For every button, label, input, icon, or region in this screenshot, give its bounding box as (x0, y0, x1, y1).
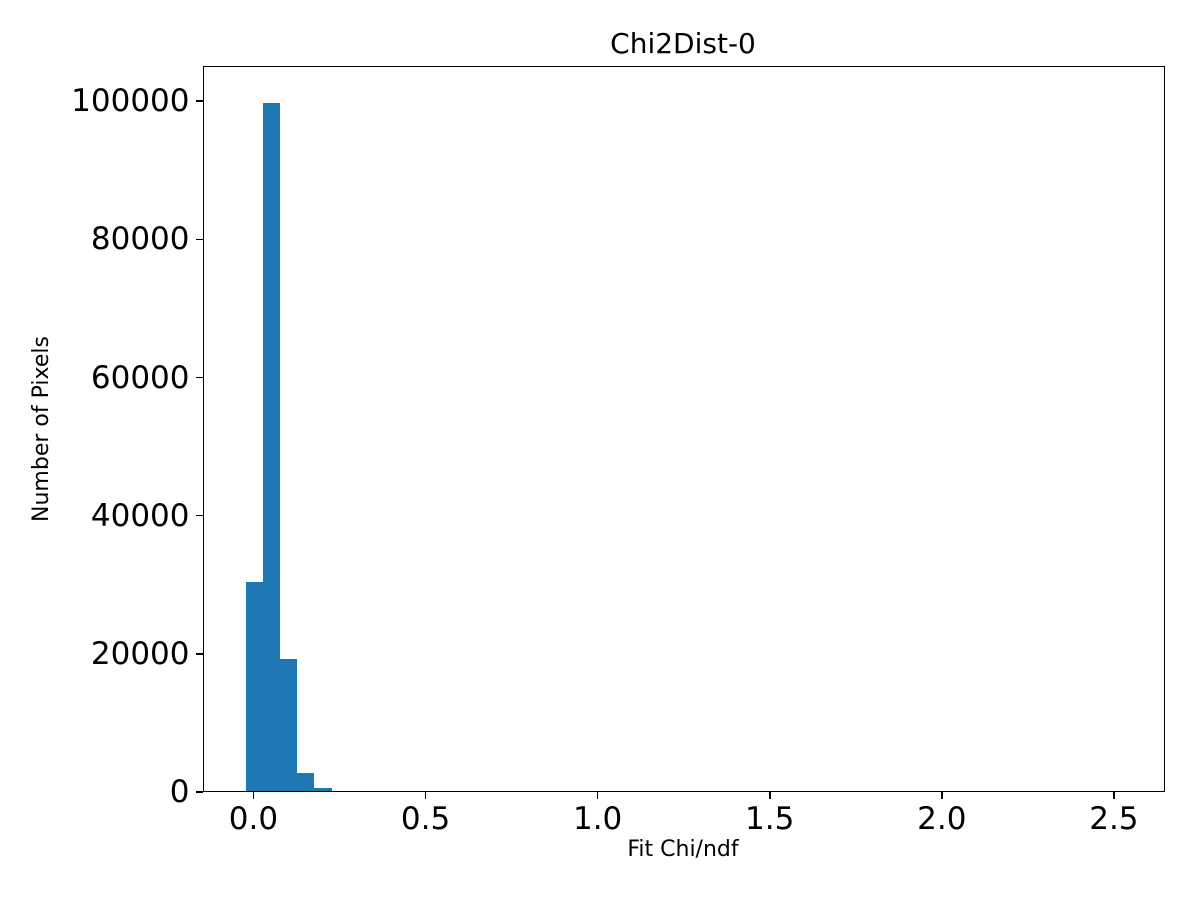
plot-area (203, 66, 1165, 792)
chart-title: Chi2Dist-0 (610, 27, 756, 60)
y-tick-mark (195, 100, 203, 103)
histogram-bar (348, 790, 366, 792)
x-axis-label: Fit Chi/ndf (627, 837, 739, 862)
x-tick-mark (252, 792, 255, 799)
y-tick-label: 60000 (90, 359, 190, 396)
x-tick-mark (1113, 792, 1115, 799)
y-tick-mark (195, 791, 203, 793)
y-tick-label: 40000 (90, 497, 190, 534)
histogram-bar (262, 103, 280, 792)
histogram-bar (297, 772, 315, 792)
y-tick-mark (195, 238, 203, 241)
histogram-bar (245, 582, 263, 792)
y-tick-label: 0 (169, 774, 190, 810)
x-tick-label: 0.5 (400, 801, 451, 837)
x-tick-mark (768, 792, 771, 799)
y-tick-label: 100000 (71, 83, 190, 120)
x-tick-label: 0.0 (228, 801, 279, 837)
y-tick-label: 20000 (90, 635, 190, 672)
histogram-bar (279, 659, 298, 792)
histogram-bar (331, 790, 349, 792)
y-tick-mark (195, 514, 203, 517)
x-tick-label: 1.0 (572, 801, 623, 837)
x-tick-label: 2.5 (1089, 801, 1139, 837)
x-tick-label: 1.5 (745, 801, 795, 837)
y-tick-label: 80000 (90, 221, 190, 258)
x-tick-mark (941, 792, 943, 799)
y-tick-mark (195, 376, 203, 379)
y-tick-mark (195, 653, 203, 655)
x-tick-mark (424, 792, 427, 799)
y-axis-label: Number of Pixels (29, 336, 54, 522)
x-tick-label: 2.0 (917, 801, 967, 837)
x-tick-mark (596, 792, 599, 799)
histogram-bar (314, 787, 332, 792)
